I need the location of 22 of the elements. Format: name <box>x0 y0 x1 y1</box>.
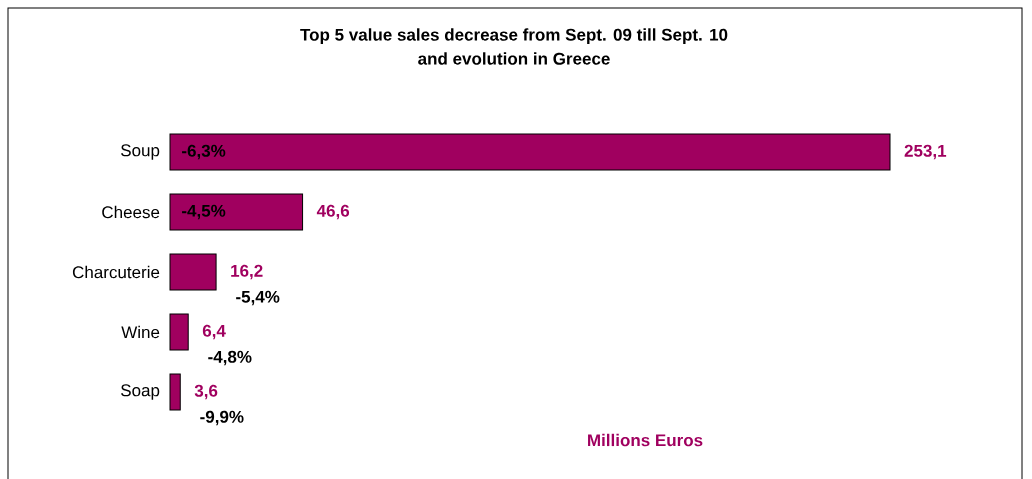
bar <box>169 313 189 351</box>
annotation: -5,4% <box>236 290 280 306</box>
bar <box>169 373 181 411</box>
bar <box>169 193 304 231</box>
bar <box>169 253 217 291</box>
annotation: -4,5% <box>182 204 226 220</box>
data-label: 6,4 <box>202 324 226 340</box>
x-axis-title: Millions Euros <box>588 433 703 447</box>
annotation: -9,9% <box>200 410 244 426</box>
data-label: 3,6 <box>194 384 218 400</box>
chart-title: Top 5 value sales decrease from Sept. 09 till Sept. 10 and evolution in Greece <box>300 28 728 65</box>
annotation: -6,3% <box>182 144 226 160</box>
y-tick-label: Soap <box>121 384 160 400</box>
y-tick-label: Charcuterie <box>72 265 160 279</box>
bar <box>169 133 891 171</box>
data-label: 253,1 <box>904 144 947 160</box>
annotation: -4,8% <box>208 350 252 366</box>
y-tick-label: Soup <box>121 144 160 160</box>
data-label: 16,2 <box>231 264 263 280</box>
y-tick-label: Wine <box>121 325 160 339</box>
data-label: 46,6 <box>316 204 350 220</box>
y-tick-label: Cheese <box>102 205 160 219</box>
